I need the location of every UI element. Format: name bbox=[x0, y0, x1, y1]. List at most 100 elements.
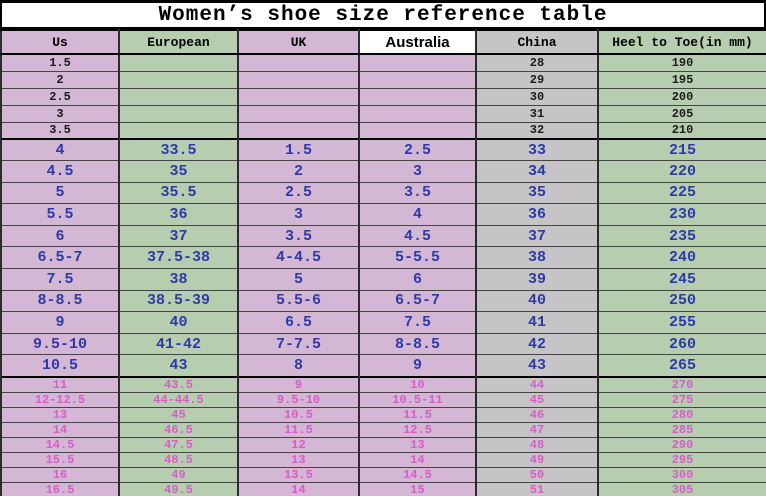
table-cell: 45 bbox=[118, 406, 239, 423]
col-header-us: Us bbox=[0, 29, 120, 55]
table-cell: 205 bbox=[597, 104, 766, 123]
table-cell bbox=[118, 104, 239, 123]
table-cell: 12-12.5 bbox=[0, 391, 120, 408]
table-cell: 4 bbox=[0, 138, 120, 162]
table-cell: 39 bbox=[475, 268, 599, 291]
table-cell: 49 bbox=[475, 451, 599, 469]
table-cell: 200 bbox=[597, 87, 766, 106]
table-cell: 190 bbox=[597, 53, 766, 72]
table-cell: 2.5 bbox=[237, 181, 360, 205]
table-cell: 47.5 bbox=[118, 436, 239, 453]
shoe-size-table: Us European UK Australia China Heel to T… bbox=[0, 29, 766, 496]
table-cell: 5.5-6 bbox=[237, 289, 360, 313]
table-cell: 11.5 bbox=[237, 421, 360, 438]
table-cell: 2 bbox=[237, 160, 360, 183]
table-cell: 240 bbox=[597, 246, 766, 270]
table-cell: 245 bbox=[597, 268, 766, 291]
table-cell: 2.5 bbox=[0, 87, 120, 106]
table-cell: 37 bbox=[475, 224, 599, 248]
table-cell: 33 bbox=[475, 138, 599, 162]
table-cell: 41-42 bbox=[118, 332, 239, 356]
table-row: 1.5 28 190 bbox=[0, 53, 766, 72]
table-cell: 16 bbox=[0, 466, 120, 484]
table-row: 14.5 47.5 12 13 48 290 bbox=[0, 436, 766, 453]
table-cell: 48 bbox=[475, 436, 599, 453]
table-cell: 6.5 bbox=[237, 311, 360, 334]
table-cell bbox=[358, 104, 477, 123]
table-cell: 10.5 bbox=[0, 354, 120, 378]
table-cell: 47 bbox=[475, 421, 599, 438]
table-cell: 13 bbox=[237, 451, 360, 469]
table-row: 13 45 10.5 11.5 46 280 bbox=[0, 406, 766, 423]
col-header-european: European bbox=[118, 29, 239, 55]
table-cell: 6 bbox=[358, 268, 477, 291]
table-row: 15.5 48.5 13 14 49 295 bbox=[0, 451, 766, 469]
table-cell: 15.5 bbox=[0, 451, 120, 469]
table-row: 16.5 49.5 14 15 51 305 bbox=[0, 482, 766, 496]
table-cell: 3.5 bbox=[237, 224, 360, 248]
table-cell: 31 bbox=[475, 104, 599, 123]
table-cell: 9.5-10 bbox=[237, 391, 360, 408]
table-cell: 3.5 bbox=[0, 121, 120, 140]
table-cell: 5.5 bbox=[0, 203, 120, 226]
table-cell: 43 bbox=[118, 354, 239, 378]
table-cell: 230 bbox=[597, 203, 766, 226]
table-cell: 250 bbox=[597, 289, 766, 313]
table-row: 9 40 6.5 7.5 41 255 bbox=[0, 311, 766, 334]
table-cell: 9.5-10 bbox=[0, 332, 120, 356]
table-cell: 35 bbox=[475, 181, 599, 205]
table-cell: 14 bbox=[0, 421, 120, 438]
table-cell: 220 bbox=[597, 160, 766, 183]
table-cell: 7.5 bbox=[0, 268, 120, 291]
table-cell bbox=[118, 70, 239, 89]
table-cell: 3.5 bbox=[358, 181, 477, 205]
table-row: 9.5-10 41-42 7-7.5 8-8.5 42 260 bbox=[0, 332, 766, 356]
table-cell: 44-44.5 bbox=[118, 391, 239, 408]
table-cell: 12.5 bbox=[358, 421, 477, 438]
table-row: 5 35.5 2.5 3.5 35 225 bbox=[0, 181, 766, 205]
table-cell: 6 bbox=[0, 224, 120, 248]
table-cell: 4.5 bbox=[0, 160, 120, 183]
table-cell: 8 bbox=[237, 354, 360, 378]
table-cell: 300 bbox=[597, 466, 766, 484]
table-cell: 10 bbox=[358, 375, 477, 393]
table-cell bbox=[118, 121, 239, 140]
table-cell bbox=[237, 104, 360, 123]
table-cell: 37.5-38 bbox=[118, 246, 239, 270]
table-cell: 3 bbox=[0, 104, 120, 123]
table-row: 12-12.5 44-44.5 9.5-10 10.5-11 45 275 bbox=[0, 391, 766, 408]
table-cell: 295 bbox=[597, 451, 766, 469]
table-cell: 45 bbox=[475, 391, 599, 408]
table-cell: 255 bbox=[597, 311, 766, 334]
table-row: 6.5-7 37.5-38 4-4.5 5-5.5 38 240 bbox=[0, 246, 766, 270]
table-cell: 4.5 bbox=[358, 224, 477, 248]
table-cell bbox=[237, 70, 360, 89]
table-cell bbox=[237, 53, 360, 72]
col-header-uk: UK bbox=[237, 29, 360, 55]
table-cell: 4-4.5 bbox=[237, 246, 360, 270]
table-cell: 7.5 bbox=[358, 311, 477, 334]
table-cell: 33.5 bbox=[118, 138, 239, 162]
table-cell: 280 bbox=[597, 406, 766, 423]
table-cell: 43 bbox=[475, 354, 599, 378]
table-cell: 43.5 bbox=[118, 375, 239, 393]
table-cell: 14 bbox=[358, 451, 477, 469]
table-cell: 41 bbox=[475, 311, 599, 334]
table-cell: 37 bbox=[118, 224, 239, 248]
col-header-australia: Australia bbox=[358, 29, 477, 55]
table-cell: 275 bbox=[597, 391, 766, 408]
table-cell: 13 bbox=[0, 406, 120, 423]
col-header-china: China bbox=[475, 29, 599, 55]
table-cell: 1.5 bbox=[237, 138, 360, 162]
table-cell: 46.5 bbox=[118, 421, 239, 438]
table-cell: 10.5-11 bbox=[358, 391, 477, 408]
table-cell: 6.5-7 bbox=[358, 289, 477, 313]
header-row: Us European UK Australia China Heel to T… bbox=[0, 29, 766, 55]
table-cell: 215 bbox=[597, 138, 766, 162]
table-cell: 11 bbox=[0, 375, 120, 393]
table-cell: 3 bbox=[358, 160, 477, 183]
table-cell: 6.5-7 bbox=[0, 246, 120, 270]
table-cell bbox=[237, 87, 360, 106]
page-title: Women’s shoe size reference table bbox=[0, 0, 766, 29]
table-row: 6 37 3.5 4.5 37 235 bbox=[0, 224, 766, 248]
